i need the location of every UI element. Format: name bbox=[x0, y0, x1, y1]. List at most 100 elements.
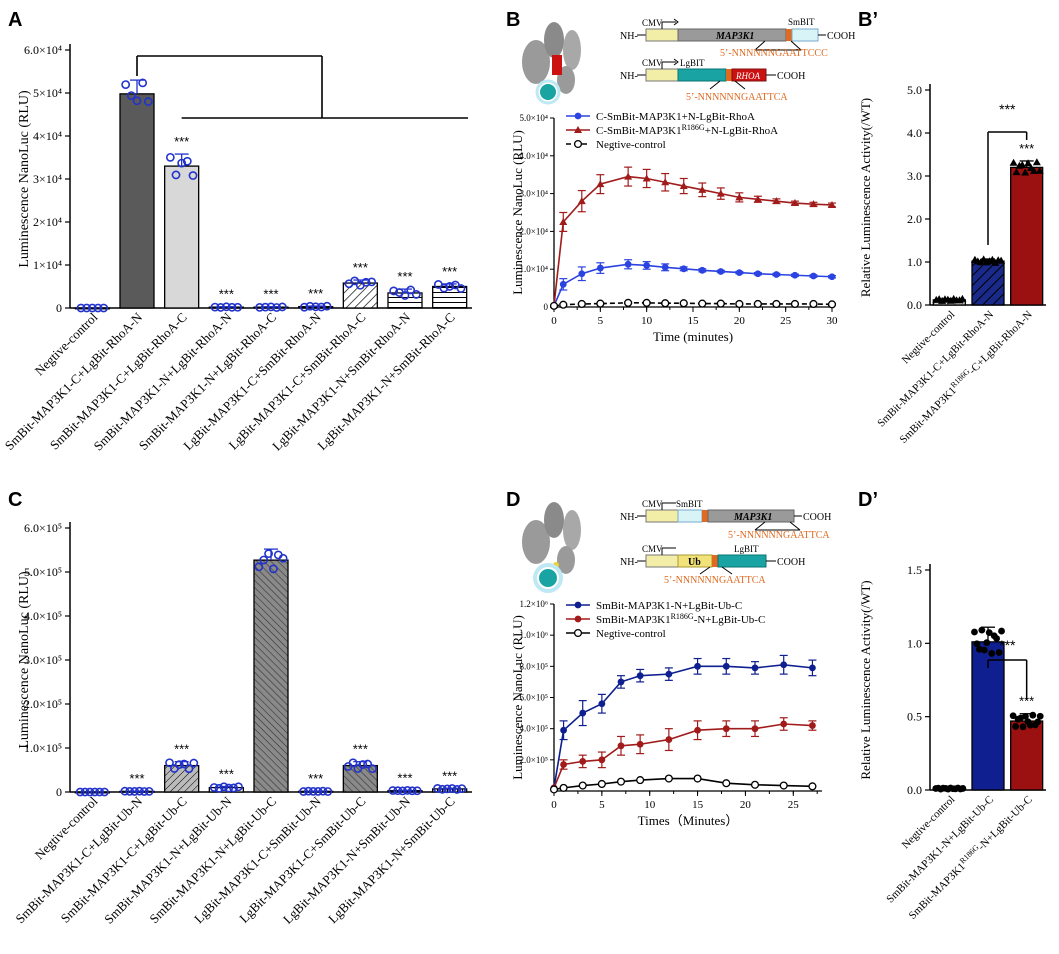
svg-text:SmBIT: SmBIT bbox=[788, 17, 815, 27]
chart-d-series-line bbox=[553, 777, 813, 791]
chart-d-x-axis-label: Times（Minutes） bbox=[638, 813, 739, 828]
chart-b-point bbox=[698, 185, 707, 193]
chart-d-point bbox=[779, 781, 788, 790]
chart-d-x-tick-label: 0 bbox=[551, 799, 557, 811]
chart-d-y-tick-label: 8.0×10⁵ bbox=[520, 661, 548, 671]
chart-d-y-tick-label: 2.0×10⁵ bbox=[520, 755, 548, 765]
construct-d-bottom: NH- CMV Ub LgBIT COOH 5’-NNNNNNGAATTCA bbox=[620, 544, 805, 586]
chart-b-y-tick-label: 1.0×10⁴ bbox=[520, 264, 548, 274]
chart-d-point bbox=[616, 777, 626, 786]
chart-a-point bbox=[138, 78, 148, 88]
chart-b-point bbox=[661, 178, 670, 186]
chart-b-prime-category-label: SmBit-MAP3K1R186G-C+LgBit-RhoA-N bbox=[896, 307, 1035, 446]
chart-c-point bbox=[135, 786, 144, 796]
svg-text:LgBIT: LgBIT bbox=[734, 544, 759, 554]
chart-b-point bbox=[661, 299, 670, 308]
panel-label-a: A bbox=[8, 9, 22, 31]
chart-d-point bbox=[549, 785, 559, 794]
chart-c-significance: *** bbox=[397, 770, 412, 785]
chart-a-point bbox=[260, 302, 270, 312]
chart-b-x-tick-label: 15 bbox=[688, 315, 700, 327]
chart-a-y-tick-label: 0 bbox=[56, 301, 62, 315]
chart-d-prime-y-axis-label: Relative Luminescence Activity(/WT) bbox=[858, 580, 873, 779]
chart-c-point bbox=[214, 783, 224, 793]
chart-c-point bbox=[130, 787, 139, 796]
chart-b-point bbox=[828, 200, 836, 208]
chart-b-point bbox=[773, 271, 780, 278]
chart-b-prime-bracket-significance: *** bbox=[999, 101, 1016, 117]
svg-text:NH-: NH- bbox=[620, 71, 638, 82]
chart-d-prime-point bbox=[1034, 718, 1042, 726]
chart-d-point bbox=[750, 780, 760, 789]
chart-d-point bbox=[722, 662, 730, 670]
chart-d-prime-point bbox=[1026, 721, 1034, 729]
chart-c-point bbox=[313, 787, 323, 796]
chart-a-point bbox=[121, 80, 131, 89]
chart-a-significance: *** bbox=[219, 287, 234, 302]
chart-b-point bbox=[772, 299, 781, 309]
chart-d-point bbox=[665, 736, 673, 743]
chart-b-legend-marker bbox=[574, 112, 582, 120]
chart-b-prime-y-tick-label: 2.0 bbox=[907, 212, 922, 226]
chart-c-y-tick-label: 6.0×10⁵ bbox=[24, 521, 62, 535]
chart-b-series-line bbox=[553, 302, 833, 307]
chart-d-y-axis-label: Luminescence NanoLuc (RLU) bbox=[510, 615, 525, 780]
chart-c-bar bbox=[164, 764, 200, 793]
chart-b-x-tick-label: 25 bbox=[780, 315, 792, 327]
protein-cartoon-d bbox=[522, 502, 581, 593]
chart-b-point bbox=[717, 268, 725, 275]
chart-a-bar bbox=[164, 165, 200, 309]
chart-d-legend-label: Negtive-control bbox=[596, 628, 666, 640]
chart-a-point bbox=[143, 97, 153, 106]
chart-d-prime-point bbox=[1036, 712, 1044, 720]
chart-d-prime-y-tick-label: 0.5 bbox=[907, 710, 922, 724]
chart-d-point bbox=[598, 756, 606, 764]
chart-d-point bbox=[617, 742, 625, 750]
chart-b-legend-marker bbox=[574, 126, 582, 133]
chart-c-point bbox=[407, 786, 417, 796]
chart-b-prime-chart: 0.0 1.0 2.0 3.0 4.0 5.0 Relative Luminescence … bbox=[858, 83, 1046, 446]
chart-c-point bbox=[234, 782, 243, 792]
chart-a-point bbox=[400, 291, 410, 300]
chart-b-y-tick-label: 2.0×10⁴ bbox=[520, 226, 548, 236]
chart-d-point bbox=[780, 720, 788, 728]
chart-a-point bbox=[266, 302, 276, 312]
chart-b-point bbox=[642, 298, 651, 307]
svg-text:COOH: COOH bbox=[777, 557, 805, 568]
chart-d-point bbox=[559, 783, 568, 792]
chart-b-point bbox=[828, 273, 836, 281]
panel-label-c: C bbox=[8, 489, 22, 511]
chart-a-point bbox=[445, 282, 455, 291]
panel-label-b: B bbox=[506, 9, 520, 31]
svg-text:RHOA: RHOA bbox=[735, 71, 760, 81]
chart-d-x-tick-label: 10 bbox=[644, 799, 656, 811]
chart-a-point bbox=[165, 152, 175, 162]
chart-b-x-axis-label: Time (minutes) bbox=[653, 329, 733, 344]
chart-c-point bbox=[179, 759, 189, 769]
chart-c-bar bbox=[253, 559, 289, 793]
chart-d-prime-bracket-significance: *** bbox=[999, 637, 1016, 653]
chart-b-point bbox=[577, 197, 586, 205]
chart-d-point bbox=[780, 661, 788, 669]
chart-c-point bbox=[264, 549, 273, 559]
chart-b-point bbox=[772, 197, 781, 205]
chart-c-chart: 0 1.0×10⁵ 2.0×10⁵ 3.0×10⁵ 4.0×10⁵ 5.0×10⁵ 6.0×… bbox=[12, 521, 472, 927]
svg-text:5’-NNNNNNGAATTCCC: 5’-NNNNNNGAATTCCC bbox=[720, 48, 828, 59]
protein-cartoon-b bbox=[522, 22, 581, 105]
chart-d-prime-point bbox=[993, 635, 1001, 642]
chart-a-point bbox=[171, 170, 181, 180]
chart-b-series-line bbox=[553, 263, 833, 307]
chart-c-point bbox=[403, 786, 412, 795]
chart-a-significance: *** bbox=[308, 286, 323, 301]
chart-a-point bbox=[322, 301, 332, 311]
chart-c-point bbox=[269, 564, 278, 574]
chart-c-point bbox=[437, 784, 447, 794]
chart-d-prime-point bbox=[1022, 712, 1029, 720]
chart-b-point bbox=[753, 299, 762, 309]
chart-c-point bbox=[80, 787, 90, 797]
chart-c-point bbox=[433, 783, 442, 793]
chart-d-prime-point bbox=[1019, 723, 1027, 731]
chart-a-point bbox=[182, 156, 192, 166]
chart-d-y-tick-label: 1.0×10⁶ bbox=[520, 630, 548, 640]
chart-c-point bbox=[224, 783, 234, 793]
